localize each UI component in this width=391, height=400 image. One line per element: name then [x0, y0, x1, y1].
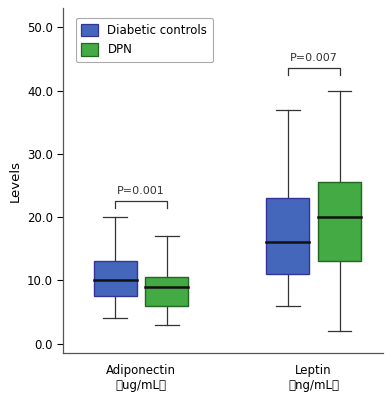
Legend: Diabetic controls, DPN: Diabetic controls, DPN — [75, 18, 213, 62]
Bar — [318, 182, 361, 262]
Text: P=0.001: P=0.001 — [117, 186, 165, 196]
Bar — [93, 262, 137, 296]
Y-axis label: Levels: Levels — [8, 160, 22, 202]
Text: P=0.007: P=0.007 — [290, 53, 337, 63]
Bar — [145, 277, 188, 306]
Bar — [266, 198, 309, 274]
